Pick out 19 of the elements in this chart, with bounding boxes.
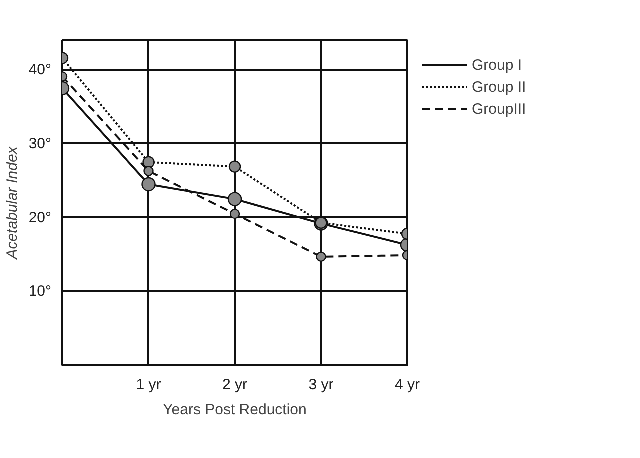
x-tick-label: 4 yr [395, 376, 420, 394]
x-tick-label: 2 yr [222, 376, 248, 394]
legend-label: GroupIII [472, 100, 526, 118]
point [316, 252, 326, 262]
point [230, 208, 240, 220]
point [142, 177, 156, 192]
legend-label: Group I [472, 56, 522, 74]
y-axis-title: Acetabular Index [4, 146, 21, 260]
point [228, 192, 242, 206]
point [228, 160, 242, 173]
y-tick-label: 10° [28, 283, 52, 300]
x-axis-title: Years Post Reduction [163, 402, 307, 418]
y-tick-label: 40° [28, 62, 52, 79]
x-tick-label: 3 yr [308, 376, 334, 394]
legend-label: Group II [472, 78, 526, 96]
point [144, 166, 154, 176]
y-tick-label: 20° [28, 209, 52, 226]
y-tick-label: 30° [28, 135, 52, 152]
x-tick-label: 1 yr [136, 376, 162, 394]
